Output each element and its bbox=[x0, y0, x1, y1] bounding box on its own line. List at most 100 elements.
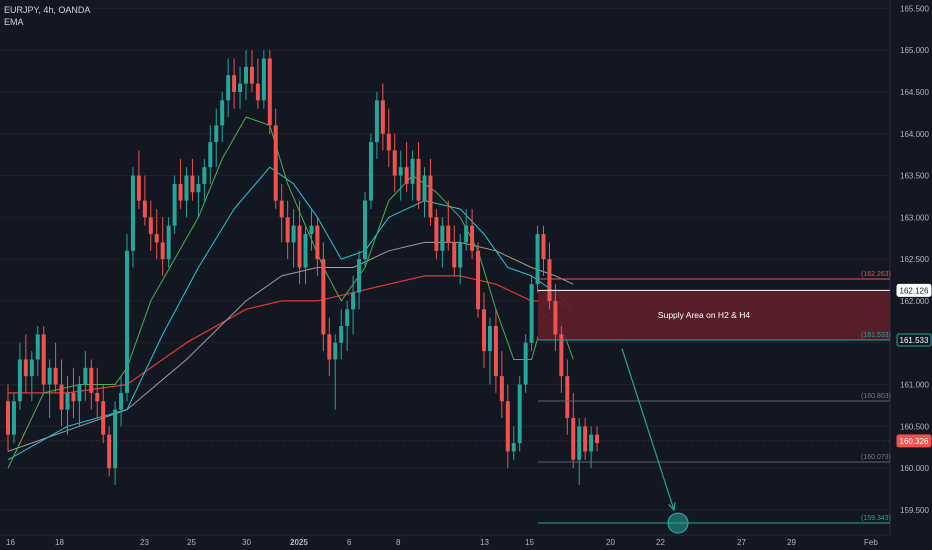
candle-body bbox=[125, 250, 129, 393]
candle-body bbox=[523, 342, 528, 385]
time-tick-label: 25 bbox=[187, 538, 196, 547]
candle-body bbox=[226, 75, 231, 101]
candle-body bbox=[398, 167, 403, 176]
supply-zone-label: Supply Area on H2 & H4 bbox=[658, 310, 750, 320]
price-badge-label[interactable]: 161.533 bbox=[900, 336, 929, 345]
price-axis[interactable]: 159.500160.000160.500161.000161.500162.0… bbox=[896, 4, 932, 515]
ema-mid-line bbox=[7, 166, 574, 461]
chart-legend[interactable]: EURJPY, 4h, OANDA EMA bbox=[4, 4, 90, 28]
price-tick-label: 164.500 bbox=[900, 88, 929, 97]
supply-zone-rect[interactable] bbox=[538, 290, 890, 340]
candle-body bbox=[41, 334, 46, 385]
projection-arrow-line[interactable] bbox=[621, 348, 675, 511]
candle-body bbox=[291, 225, 296, 243]
candle-body bbox=[273, 125, 278, 201]
time-tick-label: Feb bbox=[864, 538, 878, 547]
time-axis[interactable]: 16 18 23 25 30 2025 6 8 13 15 20 22 27 29 Feb bbox=[6, 538, 878, 547]
supply-zone[interactable]: Supply Area on H2 & H4 bbox=[538, 290, 890, 340]
price-level-label: (161.533) bbox=[861, 332, 891, 339]
candle-body bbox=[428, 175, 433, 218]
candle-body bbox=[59, 384, 64, 410]
price-tick-label: 160.500 bbox=[900, 422, 929, 431]
candle-body bbox=[297, 225, 302, 268]
candle-body bbox=[95, 392, 100, 402]
candle-body bbox=[541, 234, 546, 260]
candle-body bbox=[422, 175, 427, 201]
time-tick-label: 13 bbox=[480, 538, 489, 547]
price-badge[interactable] bbox=[896, 434, 932, 448]
candle-body bbox=[77, 384, 82, 402]
price-level-label: (160.073) bbox=[861, 454, 891, 461]
symbol-title[interactable]: EURJPY, 4h, OANDA bbox=[4, 5, 91, 15]
candle-body bbox=[380, 100, 385, 134]
price-levels[interactable]: (162.263) (161.533) (160.803) (160.073) (159… bbox=[0, 271, 891, 524]
price-tick-label: 165.000 bbox=[900, 46, 929, 55]
candle-body bbox=[107, 434, 112, 469]
candle-body bbox=[47, 367, 52, 385]
candle-body bbox=[29, 359, 34, 377]
annotations[interactable] bbox=[621, 348, 689, 534]
candle-body bbox=[184, 175, 189, 201]
candle-body bbox=[368, 142, 373, 201]
candle-body bbox=[535, 234, 540, 285]
time-tick-label: 6 bbox=[347, 538, 352, 547]
price-tick-label: 163.000 bbox=[900, 213, 929, 222]
candle-body bbox=[470, 225, 475, 251]
candle-body bbox=[547, 259, 552, 301]
price-tick-label: 161.000 bbox=[900, 381, 929, 390]
price-badge[interactable] bbox=[896, 333, 932, 347]
candle-body bbox=[17, 359, 22, 402]
price-tick-label: 162.000 bbox=[900, 297, 929, 306]
candle-body bbox=[244, 66, 248, 84]
candle-body bbox=[101, 401, 106, 435]
indicator-label[interactable]: EMA bbox=[4, 17, 24, 27]
candle-body bbox=[154, 234, 159, 243]
time-tick-label: 8 bbox=[396, 538, 401, 547]
time-tick-label: 18 bbox=[55, 538, 64, 547]
candle-body bbox=[416, 158, 421, 201]
candle-body bbox=[505, 401, 510, 452]
candle-body bbox=[357, 259, 362, 293]
candle-body bbox=[351, 292, 356, 310]
time-tick-label: 2025 bbox=[290, 538, 308, 547]
candle-body bbox=[249, 66, 254, 84]
candle-body bbox=[279, 200, 284, 218]
candle-body bbox=[148, 217, 153, 235]
candle-body bbox=[464, 225, 469, 243]
candle-body bbox=[136, 175, 141, 201]
candle-body bbox=[255, 83, 260, 101]
candle-body bbox=[511, 443, 516, 452]
price-badge-label[interactable]: 160.326 bbox=[900, 437, 929, 446]
candle-body bbox=[261, 58, 266, 101]
time-tick-label: 15 bbox=[525, 538, 534, 547]
candle-body bbox=[565, 376, 570, 418]
candle-body bbox=[458, 242, 463, 268]
candle-body bbox=[309, 225, 314, 235]
candle-body bbox=[553, 300, 558, 335]
time-tick-label: 16 bbox=[6, 538, 15, 547]
price-tick-label: 165.500 bbox=[900, 4, 929, 13]
candle-body bbox=[386, 133, 391, 151]
time-tick-label: 29 bbox=[787, 538, 796, 547]
price-badge-label[interactable]: 162.126 bbox=[900, 286, 929, 295]
ema-lines bbox=[7, 116, 574, 469]
candle-body bbox=[202, 167, 207, 184]
candle-body bbox=[583, 426, 588, 452]
candle-body bbox=[23, 359, 28, 377]
price-tick-label: 162.500 bbox=[900, 255, 929, 264]
time-tick-label: 27 bbox=[737, 538, 746, 547]
candle-body bbox=[83, 367, 88, 385]
price-badge[interactable] bbox=[896, 283, 932, 297]
candle-body bbox=[315, 225, 320, 260]
candle-body bbox=[142, 200, 147, 218]
price-level-label: (160.803) bbox=[861, 393, 891, 400]
candle-body bbox=[476, 250, 481, 310]
candle-body bbox=[113, 409, 118, 469]
time-tick-label: 20 bbox=[606, 538, 615, 547]
projection-arrow-head[interactable] bbox=[668, 502, 676, 512]
time-tick-label: 30 bbox=[242, 538, 251, 547]
candle-body bbox=[232, 75, 237, 92]
target-circle[interactable] bbox=[667, 512, 689, 534]
ema-fast-line bbox=[7, 116, 574, 469]
